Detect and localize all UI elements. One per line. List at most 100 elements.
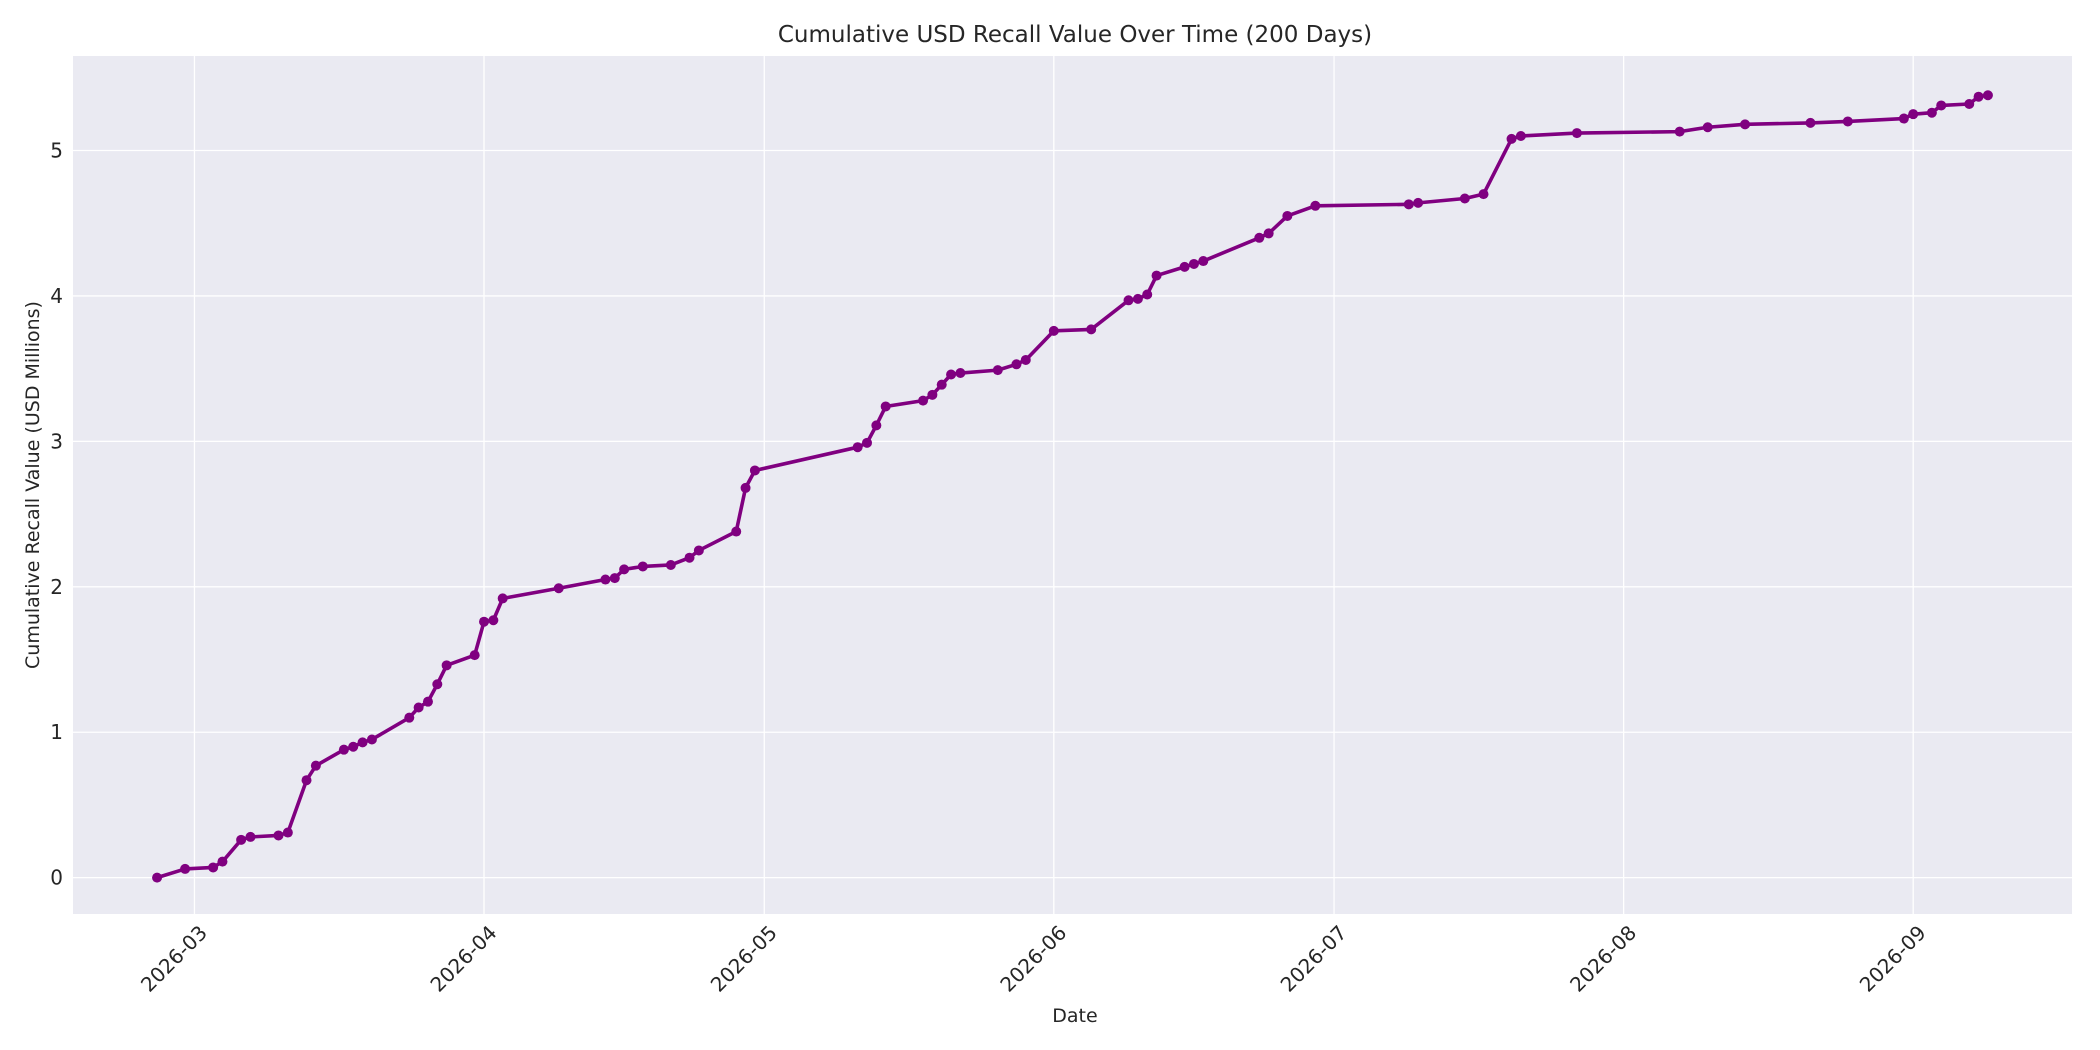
- data-point: [1179, 261, 1190, 272]
- x-tick-label: 2026-09: [1855, 921, 1931, 997]
- data-point: [1740, 119, 1751, 130]
- data-point: [1263, 228, 1274, 239]
- data-point: [1198, 256, 1209, 267]
- x-tick-label: 2026-06: [995, 921, 1071, 997]
- data-point: [1506, 133, 1517, 144]
- data-point: [1048, 325, 1059, 336]
- data-point: [637, 561, 648, 572]
- data-point: [955, 368, 966, 379]
- data-point: [366, 734, 377, 745]
- data-point: [152, 872, 163, 883]
- data-point: [1982, 90, 1993, 101]
- data-point: [1571, 128, 1582, 139]
- data-point: [1964, 98, 1975, 109]
- data-point: [1132, 293, 1143, 304]
- data-point: [740, 482, 751, 493]
- data-point: [310, 760, 321, 771]
- data-point: [441, 660, 452, 671]
- data-point: [1842, 116, 1853, 127]
- data-point: [1310, 200, 1321, 211]
- chart-title: Cumulative USD Recall Value Over Time (2…: [778, 22, 1372, 48]
- data-point: [1086, 324, 1097, 335]
- data-point: [1254, 232, 1265, 243]
- data-point: [1674, 126, 1685, 137]
- data-point: [1403, 199, 1414, 210]
- y-tick-label: 4: [50, 284, 63, 308]
- plot-area: [73, 56, 2072, 914]
- data-point: [301, 775, 312, 786]
- grid-lines: [73, 56, 2072, 914]
- data-point: [927, 389, 938, 400]
- data-point: [1459, 193, 1470, 204]
- data-point: [338, 744, 349, 755]
- data-point: [619, 564, 630, 575]
- y-tick-label: 3: [50, 429, 63, 453]
- data-point: [236, 834, 247, 845]
- data-point: [684, 552, 695, 563]
- data-point: [871, 420, 882, 431]
- data-point: [1926, 107, 1937, 118]
- data-point: [432, 679, 443, 690]
- data-point: [918, 395, 929, 406]
- data-point: [1515, 130, 1526, 141]
- data-point: [1142, 289, 1153, 300]
- data-point: [357, 737, 368, 748]
- data-point: [1805, 117, 1816, 128]
- data-point: [946, 369, 957, 380]
- data-point: [1702, 122, 1713, 133]
- data-point: [862, 437, 872, 448]
- data-point: [1151, 270, 1162, 281]
- data-point: [992, 365, 1003, 376]
- data-point: [1123, 295, 1134, 306]
- x-tick-label: 2026-05: [706, 921, 782, 997]
- data-point: [245, 831, 256, 842]
- data-point: [180, 863, 191, 874]
- data-point: [880, 401, 891, 412]
- data-point: [488, 615, 499, 626]
- data-point: [693, 545, 704, 556]
- data-point: [1188, 258, 1199, 269]
- y-tick-label: 1: [50, 720, 63, 744]
- x-axis-label: Date: [1052, 1005, 1097, 1027]
- data-point: [479, 616, 490, 627]
- x-axis-ticks: 2026-03 2026-04 2026-05 2026-06 2026-07 2026-…: [136, 921, 1931, 997]
- data-point: [208, 862, 219, 873]
- y-tick-label: 5: [50, 139, 63, 163]
- data-point: [273, 830, 284, 841]
- data-point: [1282, 210, 1293, 221]
- y-axis-label: Cumulative Recall Value (USD Millions): [22, 301, 44, 669]
- data-point: [1413, 197, 1424, 208]
- data-point: [936, 379, 947, 390]
- data-point: [852, 442, 863, 453]
- data-point: [1011, 359, 1022, 370]
- data-point: [553, 583, 564, 594]
- data-point: [749, 465, 760, 476]
- data-point: [1898, 113, 1909, 124]
- x-tick-label: 2026-08: [1565, 921, 1641, 997]
- y-axis-ticks: 0 1 2 3 4 5: [50, 139, 63, 890]
- data-point: [348, 741, 359, 752]
- data-point: [282, 827, 293, 838]
- data-point: [217, 856, 228, 867]
- y-tick-label: 0: [50, 866, 63, 890]
- y-tick-label: 2: [50, 575, 63, 599]
- data-point: [1020, 354, 1031, 365]
- data-point: [497, 593, 508, 604]
- data-point: [600, 574, 611, 585]
- data-point: [665, 559, 676, 570]
- series-points-layer: [152, 90, 1993, 883]
- x-tick-label: 2026-04: [425, 921, 501, 997]
- data-point: [422, 696, 433, 707]
- data-point: [1973, 91, 1984, 102]
- data-point: [731, 526, 742, 537]
- x-tick-label: 2026-07: [1276, 921, 1352, 997]
- x-tick-label: 2026-03: [136, 921, 212, 997]
- data-point: [469, 650, 480, 661]
- data-point: [404, 712, 415, 723]
- data-point: [1936, 100, 1947, 111]
- data-point: [609, 573, 620, 584]
- data-point: [1908, 109, 1919, 120]
- data-point: [1478, 189, 1489, 200]
- data-point: [413, 702, 424, 713]
